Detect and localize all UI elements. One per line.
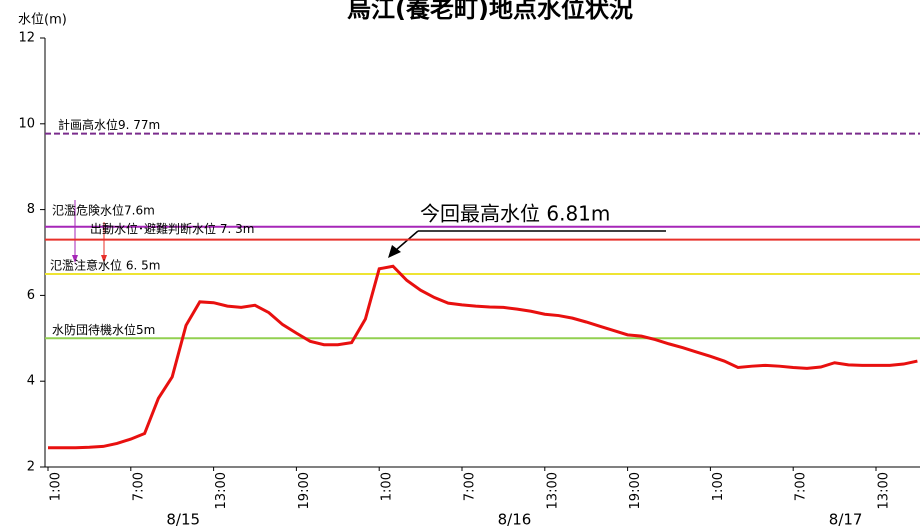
x-tick-label: 13:00 — [877, 472, 892, 509]
reference-label: 水防団待機水位5m — [52, 322, 155, 337]
date-label: 8/17 — [829, 511, 863, 527]
date-label: 8/16 — [498, 511, 532, 527]
x-tick-label: 19:00 — [628, 472, 643, 509]
reference-label: 出動水位･避難判断水位 7. 3m — [90, 221, 254, 236]
date-label: 8/15 — [166, 511, 200, 527]
reference-label: 氾濫注意水位 6. 5m — [50, 257, 160, 272]
y-tick-label: 12 — [18, 31, 35, 46]
x-tick-label: 7:00 — [794, 472, 809, 501]
x-tick-label: 19:00 — [297, 472, 312, 509]
x-tick-label: 13:00 — [214, 472, 229, 509]
x-tick-label: 13:00 — [545, 472, 560, 509]
y-tick-label: 8 — [27, 202, 35, 217]
label-arrowhead — [72, 255, 78, 263]
y-tick-label: 10 — [18, 116, 35, 131]
annotation-arrowhead — [388, 245, 401, 258]
data-line — [48, 264, 918, 450]
reference-label: 計画高水位9. 77m — [58, 117, 160, 132]
x-tick-label: 1:00 — [711, 472, 726, 501]
reference-label: 氾濫危険水位7.6m — [52, 202, 155, 217]
y-tick-label: 2 — [27, 460, 35, 475]
y-tick-label: 6 — [27, 288, 35, 303]
label-arrowhead — [101, 255, 107, 263]
x-tick-label: 7:00 — [463, 472, 478, 501]
annotation: 今回最高水位 6.81m — [420, 202, 610, 226]
y-tick-label: 4 — [27, 374, 35, 389]
x-tick-label: 7:00 — [131, 472, 146, 501]
y-axis-label: 水位(m) — [18, 13, 67, 28]
x-tick-label: 1:00 — [380, 472, 395, 501]
x-tick-label: 1:00 — [49, 472, 64, 501]
chart-title: 烏江(養老町)地点水位状況 — [347, 0, 633, 23]
